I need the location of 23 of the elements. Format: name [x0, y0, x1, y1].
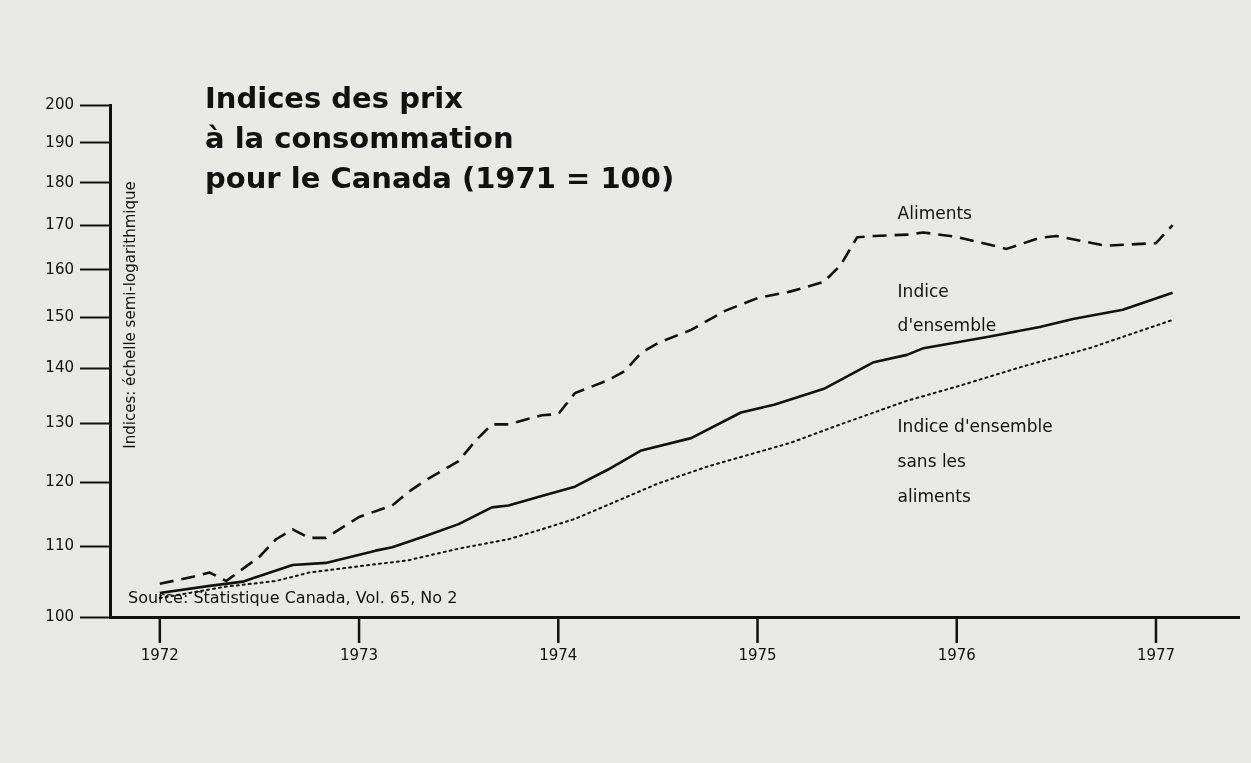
series-label: Indice d'ensemble	[897, 280, 997, 335]
y-tick-label: 130	[45, 413, 74, 432]
x-tick-label: 1972	[140, 645, 179, 664]
series-label: Indice d'ensemble sans les aliments	[897, 415, 1053, 506]
x-tick-label: 1976	[937, 645, 976, 664]
annotation: Source: Statistique Canada, Vol. 65, No 2	[128, 588, 458, 607]
y-axis-title: Indices: échelle semi-logarithmique	[121, 181, 139, 449]
x-tick-label: 1977	[1136, 645, 1176, 664]
x-tick-label: 1975	[738, 645, 777, 664]
text: Indices des prix à la consommation pour le Canada (1971 = 100)	[205, 81, 675, 195]
y-tick-label: 200	[45, 94, 74, 113]
y-tick-label: 150	[45, 307, 74, 326]
y-tick-label: 170	[45, 214, 74, 233]
y-tick-label: 100	[45, 606, 74, 625]
y-tick-label: 110	[45, 536, 74, 555]
x-tick-label: 1974	[539, 645, 578, 664]
y-tick-label: 160	[45, 259, 74, 278]
y-tick-label: 120	[45, 472, 74, 491]
y-tick-label: 190	[45, 132, 74, 151]
series-label: Aliments	[897, 203, 973, 224]
x-tick-label: 1973	[339, 645, 379, 664]
y-tick-label: 140	[45, 358, 74, 377]
y-tick-label: 180	[45, 172, 74, 191]
